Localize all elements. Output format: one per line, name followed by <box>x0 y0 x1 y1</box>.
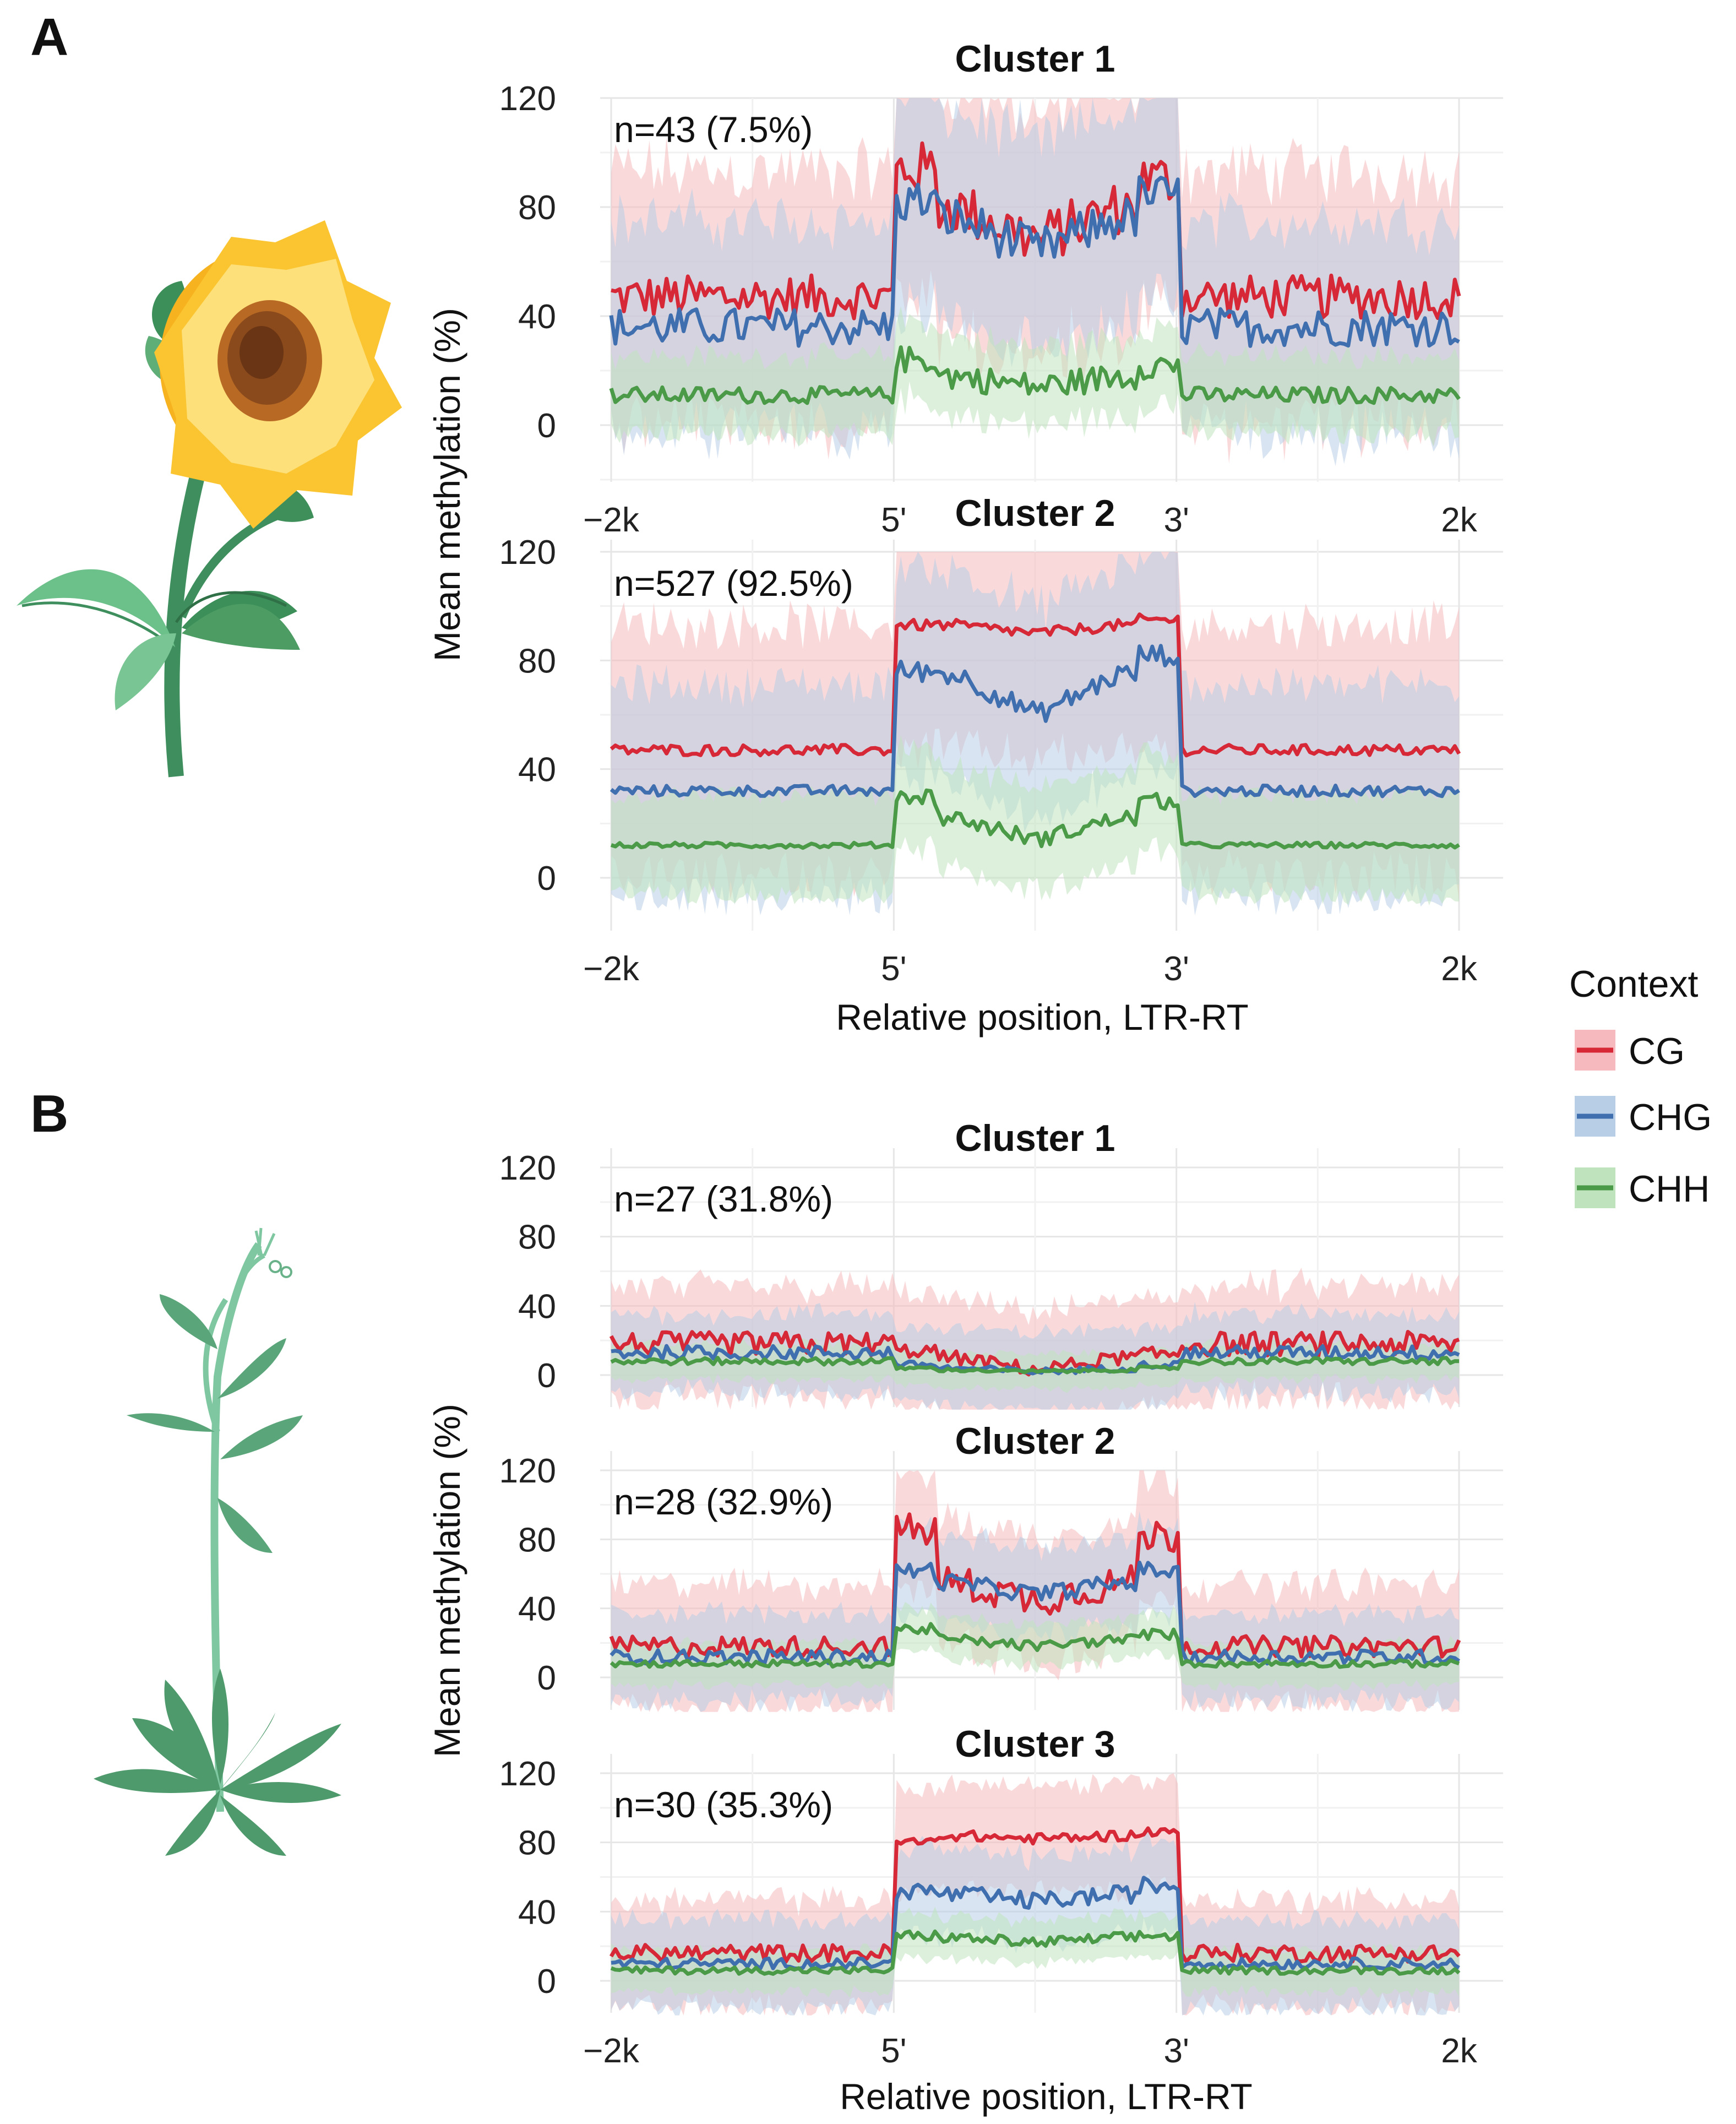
chart-panel-3: 120 80 40 0 Cluster 1 n=27 (31.8%) <box>499 1117 1503 1410</box>
y-tick-label: 40 <box>518 1893 556 1931</box>
legend-entry-cg: CG <box>1575 1030 1685 1072</box>
legend-label-chh: CHH <box>1629 1168 1710 1210</box>
chart-panel-1: 120 80 40 0 −2k 5' 3' 2k Cluster 1 n=43 (7.5%) <box>499 38 1503 539</box>
legend-label-chg: CHG <box>1629 1096 1712 1138</box>
y-tick-label: 0 <box>537 407 556 445</box>
y-tick-label: 0 <box>537 1357 556 1395</box>
chart-panel-2: 120 80 40 0 −2k 5' 3' 2k Cluster 2 n=527 (92.5%) <box>499 492 1503 988</box>
cluster-annotation: n=527 (92.5%) <box>614 563 853 604</box>
y-tick-label: 80 <box>518 1219 556 1257</box>
arabidopsis-illustration <box>94 1227 341 1856</box>
x-tick-label: −2k <box>583 501 640 539</box>
panel-label-a: A <box>30 8 68 67</box>
y-tick-label: 80 <box>518 189 556 227</box>
panel-label-b: B <box>30 1084 68 1143</box>
y-tick-label: 80 <box>518 1824 556 1862</box>
cluster-title: Cluster 1 <box>955 38 1115 80</box>
cluster-annotation: n=43 (7.5%) <box>614 109 813 150</box>
cluster-annotation: n=27 (31.8%) <box>614 1178 833 1219</box>
y-tick-label: 120 <box>499 1149 556 1187</box>
x-tick-label: 5' <box>881 950 906 988</box>
x-tick-label: 5' <box>881 501 906 539</box>
cluster-title: Cluster 1 <box>955 1117 1115 1159</box>
x-tick-label: 3' <box>1164 2032 1189 2070</box>
x-tick-label: 2k <box>1441 950 1477 988</box>
cluster-title: Cluster 2 <box>955 492 1115 534</box>
y-tick-label: 0 <box>537 1963 556 2001</box>
lines <box>609 612 1461 850</box>
y-tick-label: 120 <box>499 534 556 572</box>
lines <box>609 1512 1461 1669</box>
band-chh <box>611 1906 1459 1998</box>
y-tick-label: 80 <box>518 1521 556 1559</box>
series-line-chh <box>609 345 1461 405</box>
legend-entry-chh: CHH <box>1575 1167 1710 1210</box>
cluster-title: Cluster 3 <box>955 1723 1115 1765</box>
chart-panel-5: 120 80 40 0 −2k 5' 3' 2k Cluster 3 n=30 (35.3%) <box>499 1723 1503 2070</box>
y-tick-label: 40 <box>518 1590 556 1628</box>
series-line-chg <box>609 644 1460 798</box>
y-axis-label-b: Mean methylation (%) <box>427 1404 467 1757</box>
band-chh <box>611 306 1459 447</box>
series-line-chg <box>611 1876 1460 1971</box>
x-tick-label: 3' <box>1164 950 1189 988</box>
legend-entry-chg: CHG <box>1575 1096 1712 1138</box>
series-line-chh <box>610 1356 1460 1375</box>
legend-label-cg: CG <box>1629 1030 1685 1072</box>
x-axis-label-a: Relative position, LTR-RT <box>836 997 1249 1037</box>
x-tick-label: 3' <box>1164 501 1189 539</box>
x-tick-label: −2k <box>583 950 640 988</box>
y-tick-label: 80 <box>518 642 556 680</box>
lines <box>609 1330 1460 1377</box>
x-tick-label: 2k <box>1441 501 1477 539</box>
series-line-chh <box>610 788 1460 850</box>
series-line-chh <box>610 1929 1461 1976</box>
y-tick-label: 120 <box>499 80 556 118</box>
y-tick-label: 0 <box>537 1659 556 1697</box>
series-line-cg <box>611 141 1461 320</box>
cluster-annotation: n=30 (35.3%) <box>614 1784 833 1825</box>
x-tick-label: 2k <box>1441 2032 1477 2070</box>
x-axis-label-b: Relative position, LTR-RT <box>840 2076 1253 2117</box>
y-tick-label: 120 <box>499 1755 556 1793</box>
lines <box>609 1826 1461 1976</box>
y-tick-label: 40 <box>518 751 556 789</box>
chart-panel-4: 120 80 40 0 Cluster 2 n=28 (32.9%) <box>499 1420 1503 1712</box>
series-line-cg <box>609 612 1461 758</box>
sunflower-illustration <box>17 220 402 778</box>
band-chh <box>611 735 1459 906</box>
x-tick-label: 5' <box>881 2032 906 2070</box>
bands <box>611 552 1459 916</box>
cluster-annotation: n=28 (32.9%) <box>614 1481 833 1522</box>
y-axis-label-a: Mean methylation (%) <box>427 308 467 661</box>
y-tick-label: 40 <box>518 1288 556 1326</box>
legend-title: Context <box>1569 963 1698 1005</box>
y-tick-label: 120 <box>499 1452 556 1490</box>
cluster-title: Cluster 2 <box>955 1420 1115 1462</box>
series-line-chh <box>609 1622 1460 1669</box>
bands <box>611 98 1459 466</box>
y-tick-label: 40 <box>518 298 556 336</box>
legend: Context CG CHG CHH <box>1569 963 1712 1210</box>
series-line-chg <box>609 1561 1461 1666</box>
y-tick-label: 0 <box>537 860 556 898</box>
x-tick-label: −2k <box>583 2032 640 2070</box>
series-line-chg <box>609 175 1460 348</box>
lines <box>609 141 1461 405</box>
